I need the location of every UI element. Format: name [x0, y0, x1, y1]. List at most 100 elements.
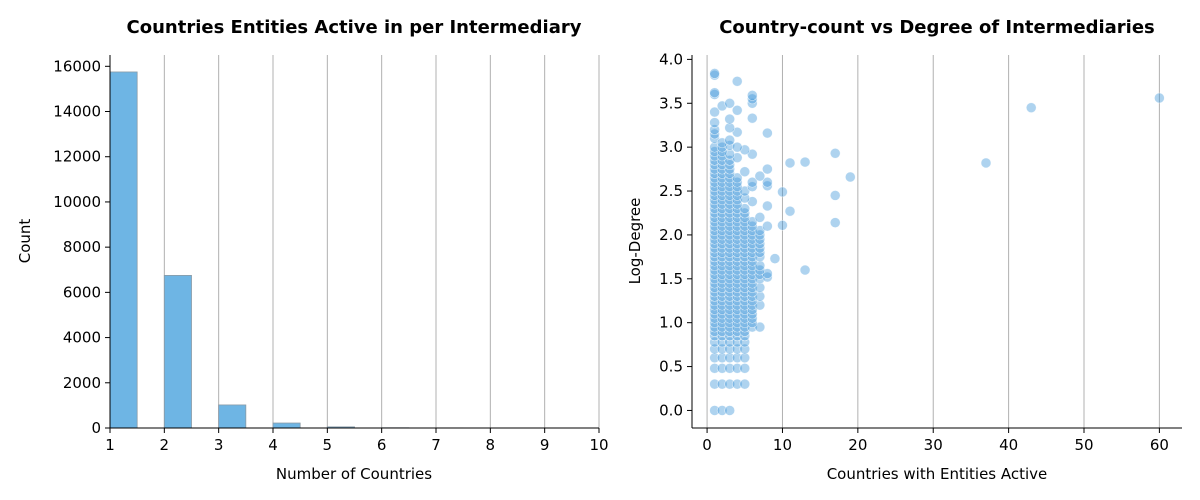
scatter-point	[769, 253, 781, 264]
scatter-point	[731, 104, 743, 116]
scatter-point	[716, 352, 728, 364]
scatter-points	[709, 68, 1165, 416]
scatter-point	[731, 352, 743, 364]
scatter-chart: Country-count vs Degree of Intermediarie…	[626, 17, 1182, 483]
scatter-point	[845, 171, 856, 183]
scatter-point	[739, 378, 751, 390]
histogram-bar	[218, 404, 247, 429]
scatter-point	[716, 336, 728, 348]
scatter-point	[731, 76, 743, 87]
scatter-point	[709, 117, 720, 128]
scatter-point	[762, 163, 773, 175]
scatter-y-tick-label: 0.0	[659, 401, 683, 419]
scatter-point	[747, 181, 758, 192]
scatter-y-tick-label: 3.0	[659, 138, 683, 156]
histogram-y-ticks: 0 2000 4000 6000 8000 10000 12000 14000 16000	[53, 57, 110, 437]
scatter-point	[724, 363, 735, 374]
scatter-x-tick-label: 50	[1074, 436, 1093, 454]
scatter-point	[747, 93, 758, 105]
scatter-point	[762, 200, 773, 212]
scatter-point	[1025, 102, 1037, 113]
scatter-point	[1154, 92, 1165, 104]
histogram-x-tick-label: 1	[105, 436, 115, 454]
scatter-point	[747, 112, 758, 124]
scatter-point	[784, 205, 796, 217]
scatter-point	[777, 186, 788, 198]
scatter-point	[799, 156, 811, 168]
scatter-point	[739, 352, 751, 364]
scatter-point	[762, 220, 773, 232]
scatter-x-tick-label: 10	[773, 436, 792, 454]
scatter-point	[747, 176, 758, 188]
histogram-x-tick-label: 2	[160, 436, 170, 454]
scatter-point	[980, 157, 992, 169]
histogram-y-label: Count	[16, 219, 34, 264]
scatter-point	[709, 378, 720, 390]
histogram-y-tick-label: 10000	[53, 193, 101, 211]
histogram-y-tick-label: 12000	[53, 148, 101, 166]
scatter-point	[754, 170, 766, 182]
histogram-chart: Countries Entities Active in per Interme…	[16, 17, 609, 483]
histogram-x-tick-label: 8	[486, 436, 496, 454]
scatter-point	[762, 176, 773, 188]
scatter-point	[724, 134, 735, 146]
scatter-point	[724, 122, 735, 134]
histogram-x-ticks: 1 2 3 4 5 6 7 8 9 10	[105, 428, 609, 454]
scatter-point	[724, 336, 735, 348]
scatter-point	[716, 378, 728, 390]
scatter-gridlines	[706, 55, 1160, 428]
histogram-bar	[163, 275, 192, 429]
scatter-y-tick-label: 3.5	[659, 94, 683, 112]
histogram-x-tick-label: 9	[540, 436, 550, 454]
histogram-x-tick-label: 4	[268, 436, 278, 454]
scatter-point	[829, 190, 841, 201]
histogram-bars	[109, 71, 573, 429]
scatter-point	[747, 97, 758, 109]
scatter-x-tick-label: 60	[1150, 436, 1169, 454]
histogram-x-tick-label: 10	[589, 436, 608, 454]
scatter-point	[829, 147, 841, 159]
histogram-y-tick-label: 0	[91, 419, 101, 437]
scatter-point	[709, 336, 720, 348]
scatter-point	[829, 217, 841, 228]
scatter-point	[784, 157, 796, 169]
scatter-point	[709, 128, 720, 140]
scatter-point	[739, 363, 751, 374]
scatter-point	[709, 68, 720, 79]
scatter-y-tick-label: 1.0	[659, 314, 683, 332]
histogram-y-tick-label: 6000	[63, 283, 101, 301]
scatter-point	[724, 378, 735, 390]
scatter-point	[762, 127, 773, 139]
histogram-title: Countries Entities Active in per Interme…	[127, 17, 582, 38]
histogram-y-tick-label: 16000	[53, 57, 101, 75]
scatter-y-tick-label: 0.5	[659, 358, 683, 376]
histogram-bar	[272, 422, 301, 429]
histogram-x-tick-label: 7	[431, 436, 441, 454]
histogram-y-tick-label: 4000	[63, 329, 101, 347]
scatter-point	[739, 336, 751, 348]
scatter-x-tick-label: 20	[848, 436, 867, 454]
scatter-y-tick-label: 2.5	[659, 182, 683, 200]
scatter-point	[731, 363, 743, 374]
scatter-point	[709, 106, 720, 118]
histogram-x-tick-label: 5	[323, 436, 333, 454]
scatter-point	[709, 405, 720, 416]
scatter-point	[754, 212, 766, 223]
scatter-point	[731, 336, 743, 348]
scatter-y-tick-label: 4.0	[659, 50, 683, 68]
scatter-y-ticks: 0.0 0.5 1.0 1.5 2.0 2.5 3.0 3.5 4.0	[659, 50, 692, 419]
scatter-x-tick-label: 0	[702, 436, 712, 454]
histogram-y-tick-label: 2000	[63, 374, 101, 392]
scatter-point	[724, 405, 735, 416]
scatter-y-label: Log-Degree	[626, 198, 644, 285]
histogram-y-tick-label: 8000	[63, 238, 101, 256]
scatter-x-ticks: 0 10 20 30 40 50 60	[702, 428, 1169, 454]
histogram-gridlines	[109, 55, 600, 428]
scatter-point	[731, 141, 743, 153]
scatter-point	[739, 166, 751, 178]
histogram-x-tick-label: 6	[377, 436, 387, 454]
histogram-bar	[109, 71, 138, 429]
scatter-x-tick-label: 30	[924, 436, 943, 454]
scatter-x-tick-label: 40	[999, 436, 1018, 454]
